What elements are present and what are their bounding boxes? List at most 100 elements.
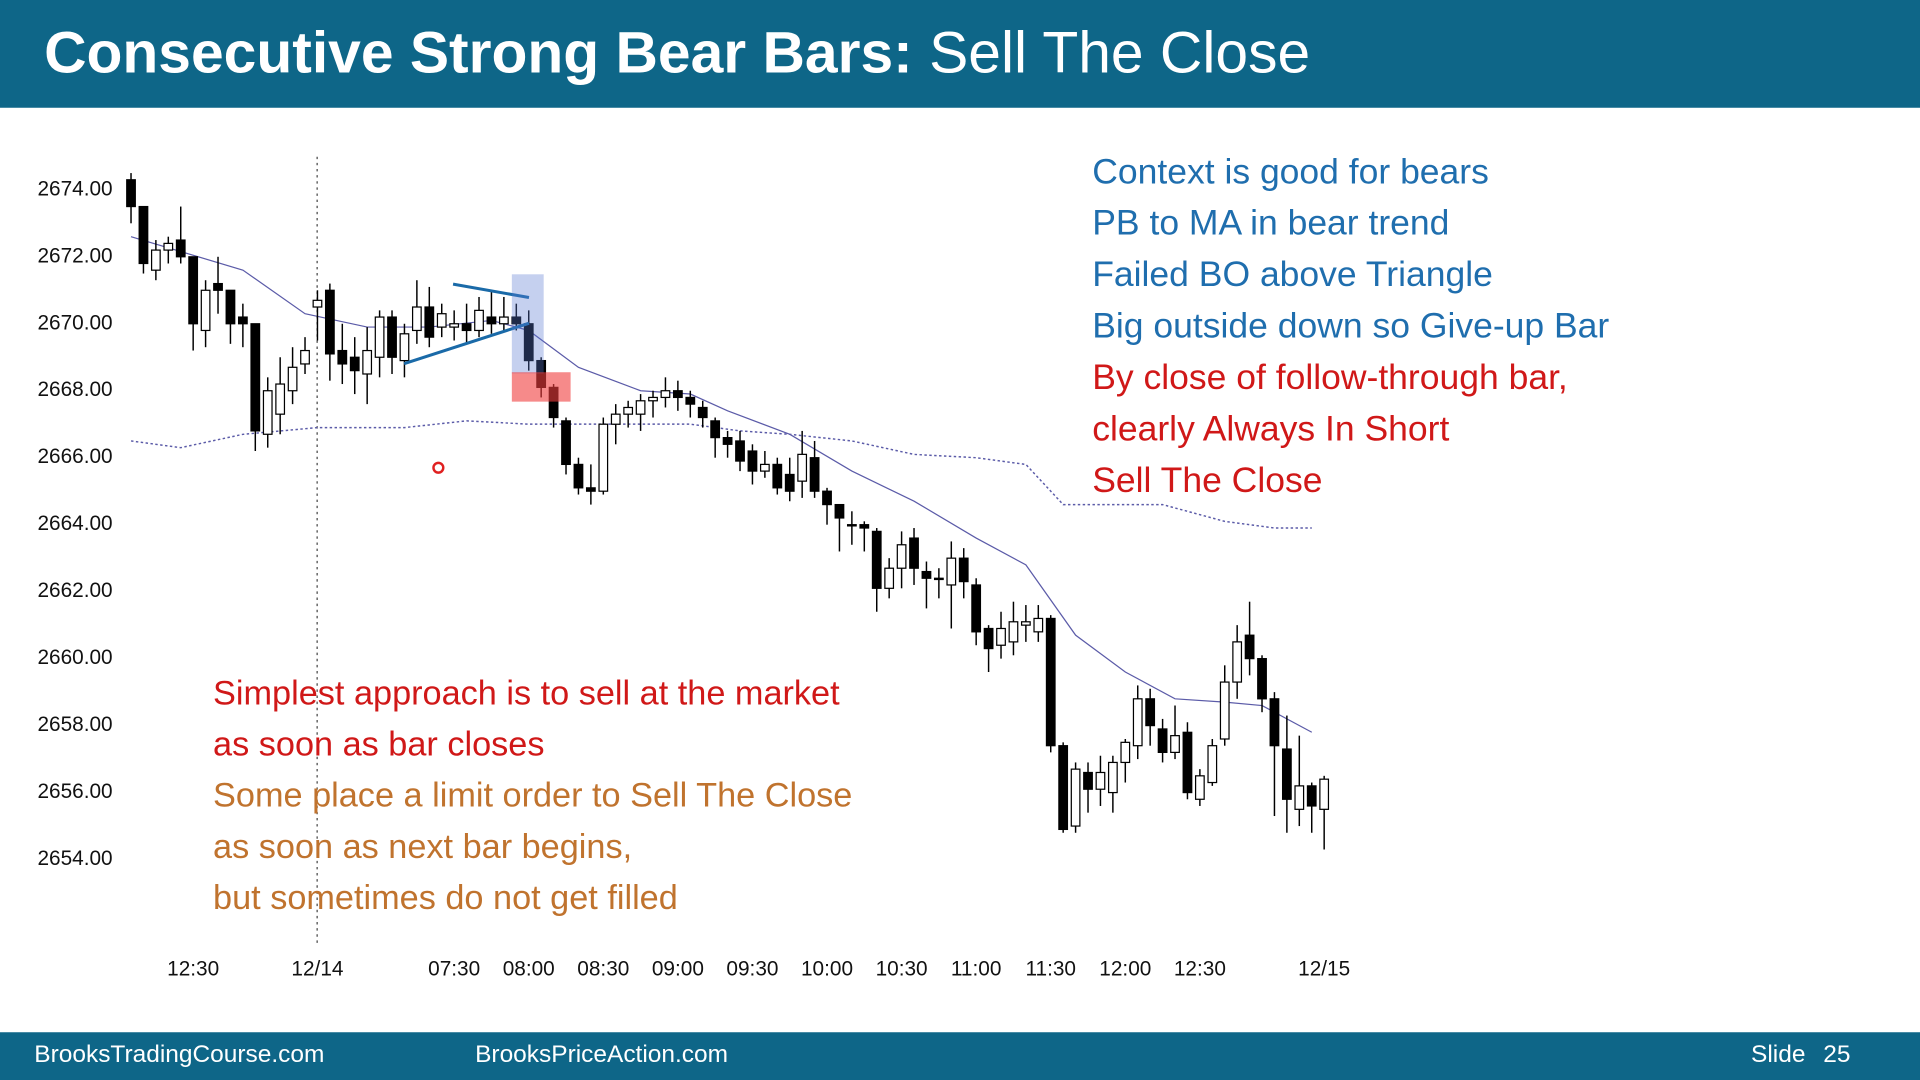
candle-body — [275, 383, 286, 415]
candle-body — [1194, 775, 1205, 800]
candle-body — [996, 627, 1006, 646]
annotation: Sell The Close — [1092, 460, 1322, 500]
slide-title: Consecutive Strong Bear Bars: Sell The C… — [44, 20, 1310, 85]
y-tick-label: 2666.00 — [37, 445, 112, 468]
triangle-upper — [452, 282, 530, 300]
title-rest: Sell The Close — [929, 20, 1310, 85]
candle-body — [449, 323, 460, 328]
x-tick-label: 11:30 — [1025, 957, 1076, 980]
candle-body — [399, 333, 410, 362]
y-tick-label: 2656.00 — [37, 780, 112, 803]
candle-body — [1132, 698, 1143, 747]
candle-body — [424, 306, 435, 338]
moving-average — [130, 236, 1313, 733]
candle-body — [747, 450, 758, 472]
y-tick-label: 2664.00 — [37, 512, 112, 535]
candle-body — [772, 463, 783, 489]
pointer-dot — [432, 461, 445, 474]
candle-body — [387, 316, 397, 358]
candle-body — [474, 309, 484, 332]
candle-body — [610, 413, 621, 425]
annotation: By close of follow-through bar, — [1092, 357, 1568, 397]
y-tick-label: 2660.00 — [37, 646, 112, 669]
slide-label: Slide — [1751, 1041, 1805, 1068]
annotation: PB to MA in bear trend — [1092, 203, 1449, 243]
candle-body — [685, 396, 696, 405]
candle-body — [1306, 785, 1317, 807]
candle-body — [573, 463, 584, 489]
candle-body — [237, 316, 248, 325]
header-bar — [0, 0, 1920, 108]
candle-body — [1232, 641, 1243, 683]
candle-body — [648, 396, 658, 402]
title-bold: Consecutive Strong Bear Bars: — [44, 20, 913, 85]
footer-bar — [0, 1032, 1920, 1080]
candle-body — [498, 316, 509, 325]
y-tick-label: 2670.00 — [37, 311, 112, 334]
candle-body — [735, 440, 745, 462]
candle-body — [349, 356, 360, 372]
candle-body — [511, 316, 522, 325]
candle-body — [697, 406, 708, 419]
candle-body — [672, 390, 683, 399]
candle-body — [722, 437, 733, 445]
x-tick-label: 11:00 — [951, 957, 1001, 980]
footer-middle: BrooksPriceAction.com — [475, 1041, 728, 1068]
y-tick-label: 2658.00 — [37, 713, 112, 736]
y-tick-label: 2654.00 — [37, 847, 112, 870]
x-tick-label: 10:00 — [801, 957, 853, 980]
candle-body — [362, 349, 373, 375]
candle-body — [1281, 748, 1292, 800]
candle-body — [1257, 658, 1267, 700]
candle-body — [312, 299, 323, 308]
candle-body — [1244, 634, 1255, 660]
candle-body — [710, 420, 721, 439]
candle-body — [909, 537, 919, 569]
x-tick-label: 08:00 — [503, 957, 555, 980]
candle-body — [150, 249, 161, 271]
candle-body — [1170, 735, 1180, 754]
candle-body — [958, 557, 969, 583]
candle-body — [896, 544, 907, 569]
candle-body — [175, 239, 186, 258]
candle-body — [486, 316, 497, 325]
annotation: as soon as next bar begins, — [213, 828, 632, 866]
candle-body — [1269, 698, 1280, 747]
signal-bar-highlight — [511, 274, 544, 374]
slide-number: 25 — [1823, 1041, 1850, 1068]
annotation: Context is good for bears — [1092, 151, 1489, 191]
candle-body — [436, 313, 447, 328]
entry-highlight — [511, 372, 571, 402]
candle-body — [262, 390, 273, 435]
candle-body — [784, 473, 795, 492]
candle-body — [1219, 681, 1230, 740]
candle-body — [846, 524, 857, 527]
y-tick-label: 2668.00 — [37, 378, 112, 401]
annotation: clearly Always In Short — [1092, 408, 1449, 448]
candle-body — [1058, 745, 1069, 831]
moving-average — [130, 420, 1312, 529]
x-tick-label: 12:30 — [1174, 957, 1226, 980]
candle-body — [1294, 785, 1305, 810]
triangle-lower — [403, 321, 530, 366]
candle-body — [971, 584, 982, 633]
candle-body — [337, 349, 348, 365]
candle-body — [561, 420, 571, 466]
candle-body — [1045, 617, 1056, 747]
candle-body — [213, 282, 223, 291]
candle-body — [1145, 698, 1156, 727]
candle-body — [250, 323, 261, 432]
y-tick-label: 2674.00 — [37, 177, 112, 200]
candle-body — [585, 487, 596, 492]
candle-body — [834, 503, 845, 519]
candle-body — [1107, 761, 1118, 794]
x-tick-label: 12:30 — [167, 957, 219, 980]
candle-body — [1319, 778, 1330, 810]
candle-body — [1207, 745, 1218, 784]
candle-body — [809, 457, 820, 492]
candle-body — [946, 557, 957, 586]
candle-body — [822, 490, 832, 506]
x-tick-label: 12:00 — [1099, 957, 1151, 980]
